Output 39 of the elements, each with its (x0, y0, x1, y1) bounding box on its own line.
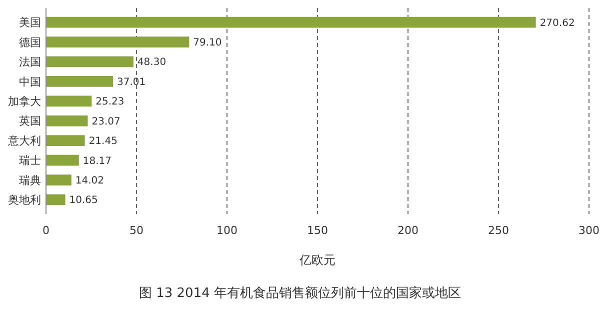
bar (46, 76, 113, 87)
y-tick-label: 奥地利 (8, 194, 41, 207)
data-label: 23.07 (92, 116, 120, 128)
bar (46, 154, 79, 166)
bar (46, 16, 536, 28)
bar (46, 96, 92, 107)
bar (46, 115, 88, 126)
x-tick-label: 250 (488, 224, 509, 237)
data-label: 37.01 (116, 76, 146, 88)
y-tick-label: 瑞典 (19, 174, 41, 187)
y-tick-label: 加拿大 (8, 94, 41, 108)
bar (46, 56, 134, 68)
bar (46, 135, 85, 146)
data-label: 48.30 (137, 57, 166, 68)
bar (46, 174, 72, 186)
bar (46, 194, 66, 206)
data-label: 18.17 (82, 156, 112, 167)
x-tick-label: 150 (307, 224, 328, 237)
data-label: 270.62 (540, 18, 575, 29)
x-tick-label: 300 (578, 224, 600, 237)
x-tick-label: 100 (216, 224, 238, 237)
y-tick-label: 英国 (19, 114, 41, 128)
text: 图 13 2014 年有机食品销售额位列前十位的国家或地区 (138, 285, 462, 301)
y-tick-label: 意大利 (7, 134, 41, 148)
data-label: 79.10 (193, 38, 222, 49)
x-tick-label: 0 (42, 224, 50, 237)
x-tick-label: 50 (130, 224, 144, 237)
data-label: 10.65 (69, 195, 98, 206)
y-tick-label: 中国 (19, 75, 41, 88)
data-label: 25.23 (96, 96, 124, 108)
bar (46, 36, 190, 48)
y-tick-label: 德国 (19, 36, 41, 49)
y-tick-label: 美国 (19, 16, 41, 30)
y-tick-label: 瑞士 (19, 154, 41, 168)
data-label: 14.02 (75, 175, 104, 186)
x-tick-label: 200 (398, 224, 418, 237)
data-label: 21.45 (88, 136, 118, 148)
y-tick-label: 法国 (19, 56, 41, 69)
x-axis-title: 亿欧元 (298, 253, 336, 267)
